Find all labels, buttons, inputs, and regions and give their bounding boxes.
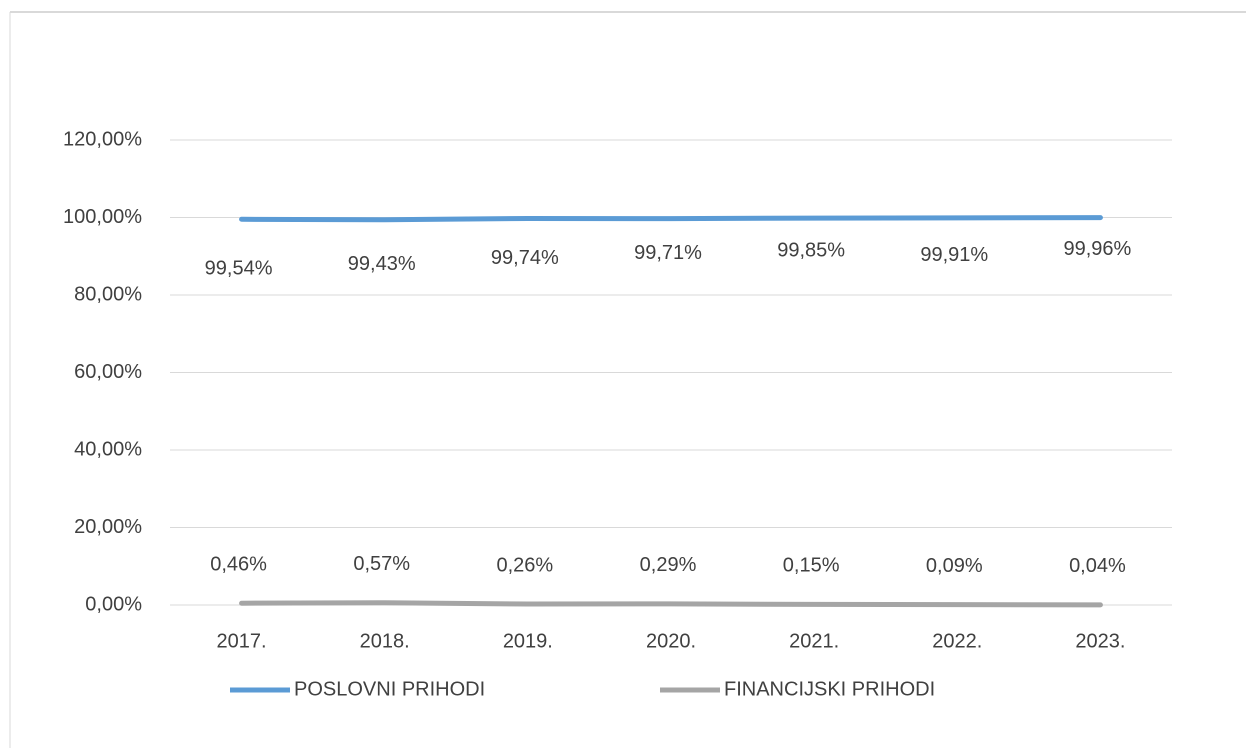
y-tick-label: 20,00% <box>74 516 142 538</box>
x-tick-label: 2021. <box>789 630 839 652</box>
data-label: 99,74% <box>491 247 559 269</box>
series-line <box>239 600 1103 608</box>
y-tick-label: 40,00% <box>74 438 142 460</box>
legend-label: FINANCIJSKI PRIHODI <box>724 678 935 700</box>
data-label: 99,43% <box>348 253 416 275</box>
x-tick-label: 2018. <box>360 630 410 652</box>
data-label: 0,57% <box>353 553 410 575</box>
x-tick-label: 2020. <box>646 630 696 652</box>
y-tick-label: 100,00% <box>63 206 142 228</box>
data-label: 99,71% <box>634 242 702 264</box>
y-tick-label: 60,00% <box>74 361 142 383</box>
data-label: 0,04% <box>1069 555 1126 577</box>
x-tick-label: 2023. <box>1075 630 1125 652</box>
y-tick-label: 120,00% <box>63 128 142 150</box>
data-label: 99,96% <box>1064 238 1132 260</box>
legend-label: POSLOVNI PRIHODI <box>294 678 485 700</box>
x-tick-label: 2022. <box>932 630 982 652</box>
x-tick-label: 2017. <box>217 630 267 652</box>
x-tick-label: 2019. <box>503 630 553 652</box>
data-label: 0,29% <box>640 554 697 576</box>
series-line <box>239 215 1103 223</box>
data-label: 99,54% <box>205 258 273 280</box>
data-label: 0,09% <box>926 555 983 577</box>
data-label: 99,91% <box>920 244 988 266</box>
data-label: 0,46% <box>210 553 267 575</box>
data-label: 0,15% <box>783 555 840 577</box>
data-label: 99,85% <box>777 239 845 261</box>
data-label: 0,26% <box>496 554 553 576</box>
y-tick-label: 80,00% <box>74 283 142 305</box>
y-tick-label: 0,00% <box>85 593 142 615</box>
